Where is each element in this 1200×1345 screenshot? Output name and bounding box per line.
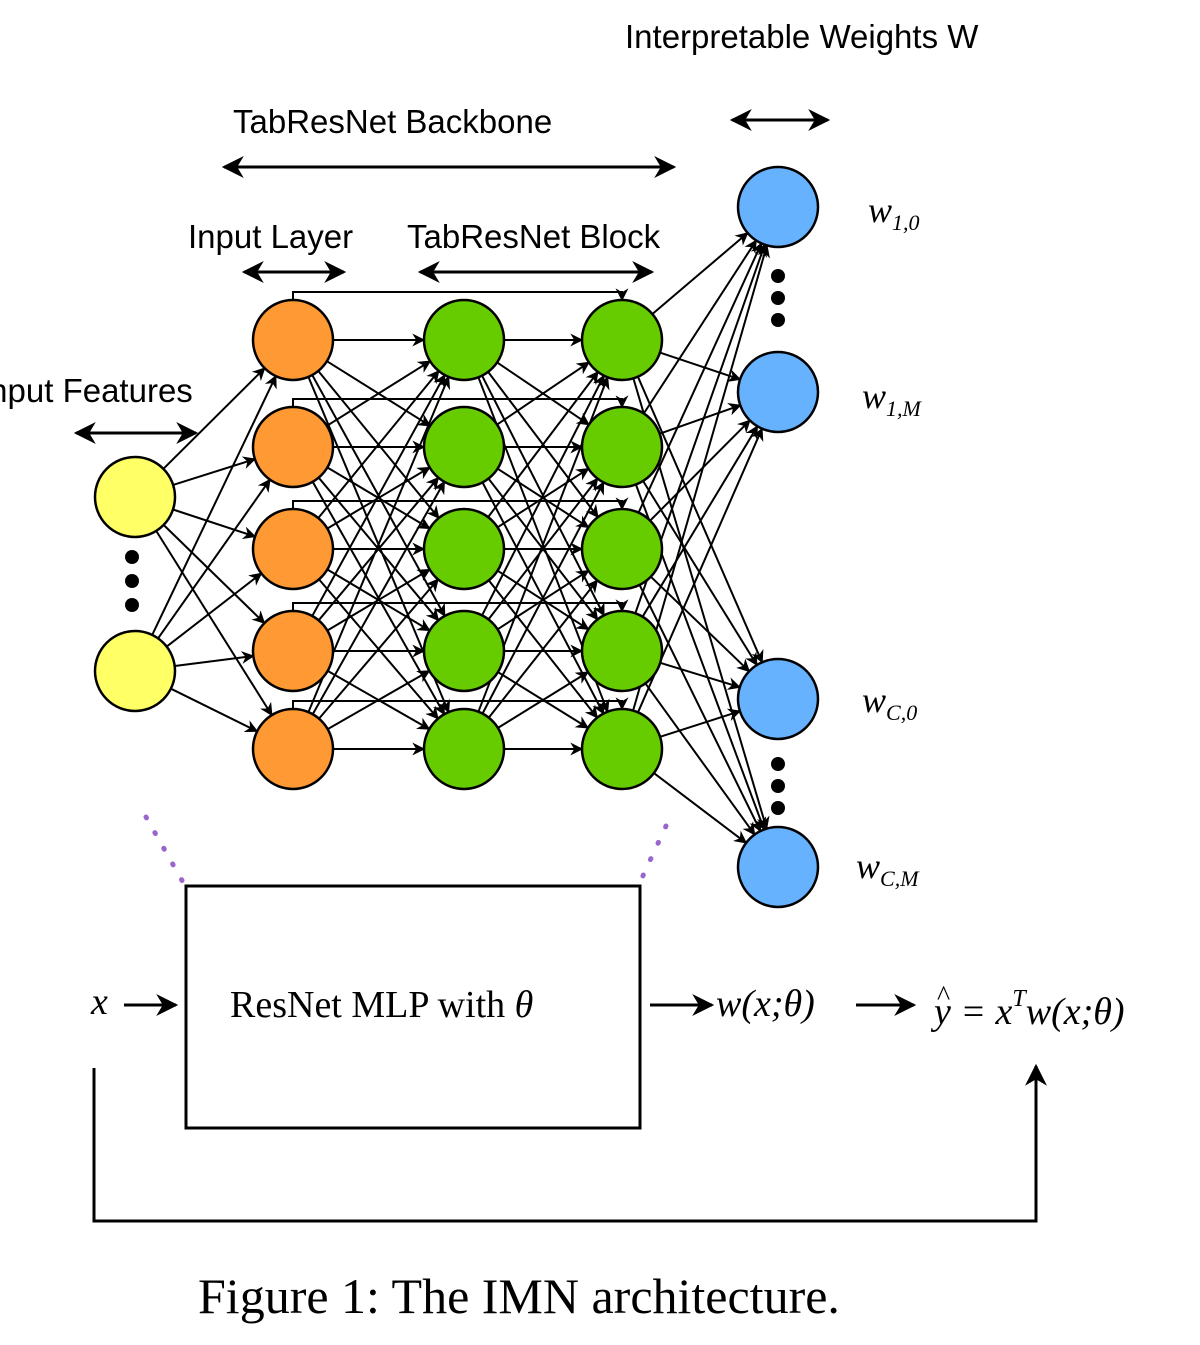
weight-node [736, 825, 820, 909]
input-layer-label: Input Layer [188, 218, 353, 255]
residual-skip-connection [292, 599, 629, 613]
edge-block2-to-weights [636, 376, 764, 664]
edge-input-to-layer1 [162, 367, 266, 470]
edge-block2-to-weights [651, 232, 749, 315]
figure-caption: Figure 1: The IMN architecture. [198, 1268, 840, 1324]
edge-layer1-to-block1 [311, 373, 446, 617]
dotted-connector-left [143, 814, 187, 887]
residual-skip-connection [292, 288, 629, 302]
input-layer-node [251, 609, 335, 693]
edge-block1-to-block2 [481, 481, 605, 715]
edge-block1-to-block2 [497, 467, 590, 529]
edge-block2-to-weights [644, 682, 756, 836]
backbone-header: TabResNet Backbone [233, 103, 552, 140]
block-node [580, 507, 664, 591]
edge-block2-to-weights [653, 772, 748, 844]
weight-node [736, 350, 820, 434]
edge-block1-to-block2 [496, 361, 590, 426]
edge-input-to-layer1 [170, 687, 259, 733]
edge-layer1-to-block1 [317, 369, 440, 519]
edge-input-to-layer1 [151, 374, 277, 636]
block-node [422, 707, 506, 791]
input-layer-node [251, 405, 335, 489]
edge-block2-to-weights [642, 239, 758, 415]
block-node [580, 707, 664, 791]
residual-skip-connection [292, 395, 629, 409]
input-feature-node [93, 629, 177, 713]
weights-bottom-ellipsis-dots [771, 757, 785, 815]
edge-input-to-layer1 [162, 524, 266, 625]
edge-input-to-layer1 [155, 530, 273, 717]
block-node [580, 405, 664, 489]
edge-block2-to-weights [659, 661, 742, 690]
edge-layer1-to-block1 [326, 360, 432, 427]
weight-label-wC0: wC,0 [862, 680, 917, 725]
edge-block2-to-weights [659, 708, 742, 738]
block-node [580, 609, 664, 693]
pipeline-input-x: x [90, 981, 108, 1023]
input-features-label: Input Features [0, 372, 193, 409]
edge-block2-to-weights [649, 419, 751, 522]
edge-block1-to-block2 [487, 477, 599, 621]
residual-skip-connection [292, 697, 629, 711]
block-node [422, 507, 506, 591]
input-layer-node [251, 707, 335, 791]
weight-node [736, 165, 820, 249]
edge-layer1-to-block1 [326, 466, 431, 530]
input-layer-node [251, 507, 335, 591]
weight-label-w1M: w1,M [862, 376, 923, 421]
pipeline-w-output: w(x;θ) [716, 983, 815, 1025]
network-nodes [93, 165, 820, 909]
residual-skip-connection [292, 497, 629, 511]
edge-input-to-layer1 [172, 508, 257, 540]
pipeline-prediction: y = xTw(x;θ) [930, 986, 1125, 1033]
weight-node [736, 657, 820, 741]
weights-header: Interpretable Weights W [625, 18, 979, 55]
edge-input-to-layer1 [172, 456, 257, 486]
edge-block1-to-block2 [481, 374, 605, 616]
block-label: TabResNet Block [407, 218, 661, 255]
skip-connection-arrow [92, 1063, 1047, 1223]
block-node [422, 405, 506, 489]
dotted-connector-right [638, 823, 669, 883]
edge-block2-to-weights [642, 480, 758, 667]
edge-block2-to-weights [638, 584, 762, 833]
weight-label-w10: w1,0 [868, 190, 920, 235]
edge-input-to-layer1 [174, 651, 255, 667]
weight-label-wCM: wC,M [856, 846, 920, 891]
edge-layer1-to-block1 [311, 480, 446, 715]
edge-block2-to-weights [659, 351, 742, 382]
y-hat-accent: ^ [937, 981, 950, 1012]
input-layer-node [251, 298, 335, 382]
weights-top-ellipsis-dots [771, 269, 785, 327]
block-node [422, 298, 506, 382]
edge-block2-to-weights [637, 242, 763, 514]
edge-block2-to-weights [641, 425, 759, 618]
resnet-mlp-box [184, 884, 642, 1130]
edge-block2-to-weights [659, 403, 742, 435]
block-node [422, 609, 506, 693]
resnet-mlp-box-label: ResNet MLP with θ [230, 984, 533, 1026]
edge-block1-to-block2 [487, 370, 599, 518]
input-feature-node [93, 455, 177, 539]
edge-input-to-layer1 [166, 572, 263, 648]
edge-input-to-layer1 [157, 478, 271, 639]
block-node [580, 298, 664, 382]
input-ellipsis-dots [125, 550, 139, 612]
